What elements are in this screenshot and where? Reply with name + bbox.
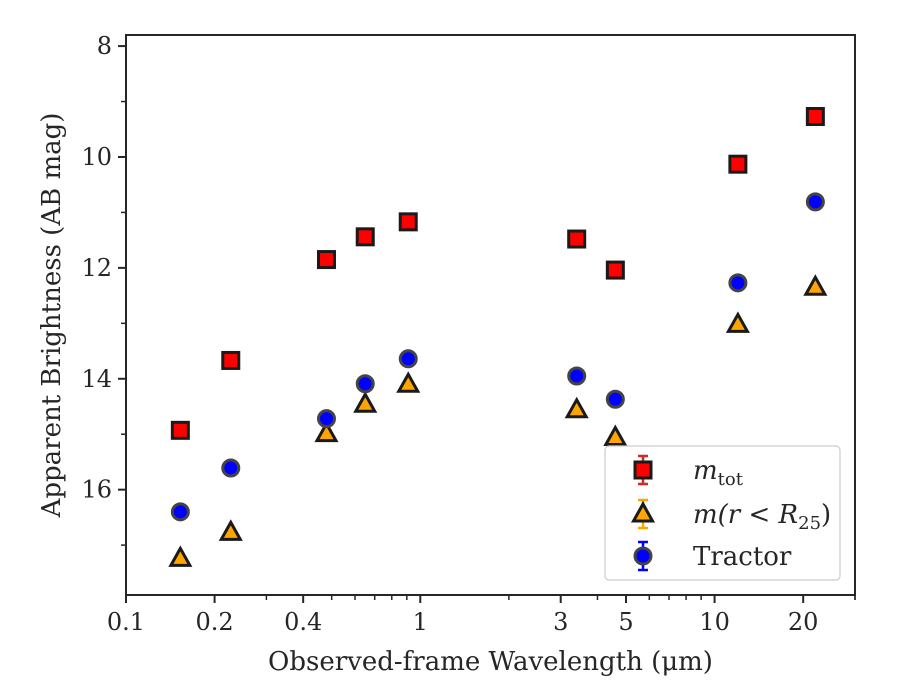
x-tick-label: 0.2 xyxy=(196,608,234,636)
tractor-marker xyxy=(316,409,336,429)
m-r25-marker xyxy=(353,391,378,413)
x-tick-label: 20 xyxy=(788,608,819,636)
axes xyxy=(125,34,856,596)
tractor-marker xyxy=(728,273,748,293)
y-axis-ticks: 8 10 12 14 16 xyxy=(81,32,126,546)
y-tick-label: 10 xyxy=(81,143,112,171)
m-r25-marker xyxy=(725,311,750,333)
m-r25-marker xyxy=(396,371,421,393)
y-axis-label: Apparent Brightness (AB mag) xyxy=(37,113,67,519)
x-axis-label: Observed-frame Wavelength (μm) xyxy=(268,647,713,677)
legend-label: Tractor xyxy=(693,542,792,572)
mtot-marker xyxy=(316,250,336,270)
data-markers xyxy=(168,107,828,567)
x-axis-ticks: 0.1 0.2 0.4 1 3 5 10 20 xyxy=(107,595,856,636)
x-tick-label: 5 xyxy=(618,608,633,636)
m-r25-marker xyxy=(218,519,243,541)
mtot-marker xyxy=(605,260,625,280)
y-tick-label: 12 xyxy=(81,254,112,282)
tractor-marker xyxy=(567,366,587,386)
legend-mtot-marker xyxy=(633,460,653,480)
x-tick-label: 3 xyxy=(553,608,568,636)
tractor-marker xyxy=(170,502,190,522)
legend: mtot m(r < R25) Tractor xyxy=(604,445,841,581)
legend-label: mtot xyxy=(693,456,744,490)
x-tick-label: 1 xyxy=(413,608,428,636)
m-r25-marker xyxy=(168,545,193,567)
y-tick-label: 14 xyxy=(81,365,112,393)
tractor-marker xyxy=(221,458,241,478)
m-r25-marker xyxy=(314,420,339,443)
tractor-marker xyxy=(805,192,825,212)
legend-box xyxy=(604,445,841,581)
y-tick-label: 8 xyxy=(97,32,112,60)
mtot-marker xyxy=(398,212,418,232)
mtot-marker xyxy=(805,107,825,127)
x-tick-label: 10 xyxy=(699,608,730,636)
m-r25-marker xyxy=(564,396,589,419)
x-tick-label: 0.4 xyxy=(284,608,322,636)
legend-m-r25-marker xyxy=(630,500,656,523)
tractor-marker xyxy=(605,389,625,409)
mtot-marker xyxy=(170,420,190,440)
tractor-marker xyxy=(398,349,418,369)
mtot-marker xyxy=(567,229,587,249)
legend-label: m(r < R25) xyxy=(693,500,831,534)
mtot-marker xyxy=(221,350,241,370)
m-r25-marker xyxy=(603,424,628,447)
plot-frame xyxy=(125,34,856,596)
legend-tractor-marker xyxy=(633,546,653,566)
y-tick-label: 16 xyxy=(81,476,112,504)
tractor-marker xyxy=(355,374,375,394)
x-tick-label: 0.1 xyxy=(107,608,145,636)
mtot-marker xyxy=(355,227,375,247)
mtot-marker xyxy=(728,154,748,174)
m-r25-marker xyxy=(803,274,828,296)
